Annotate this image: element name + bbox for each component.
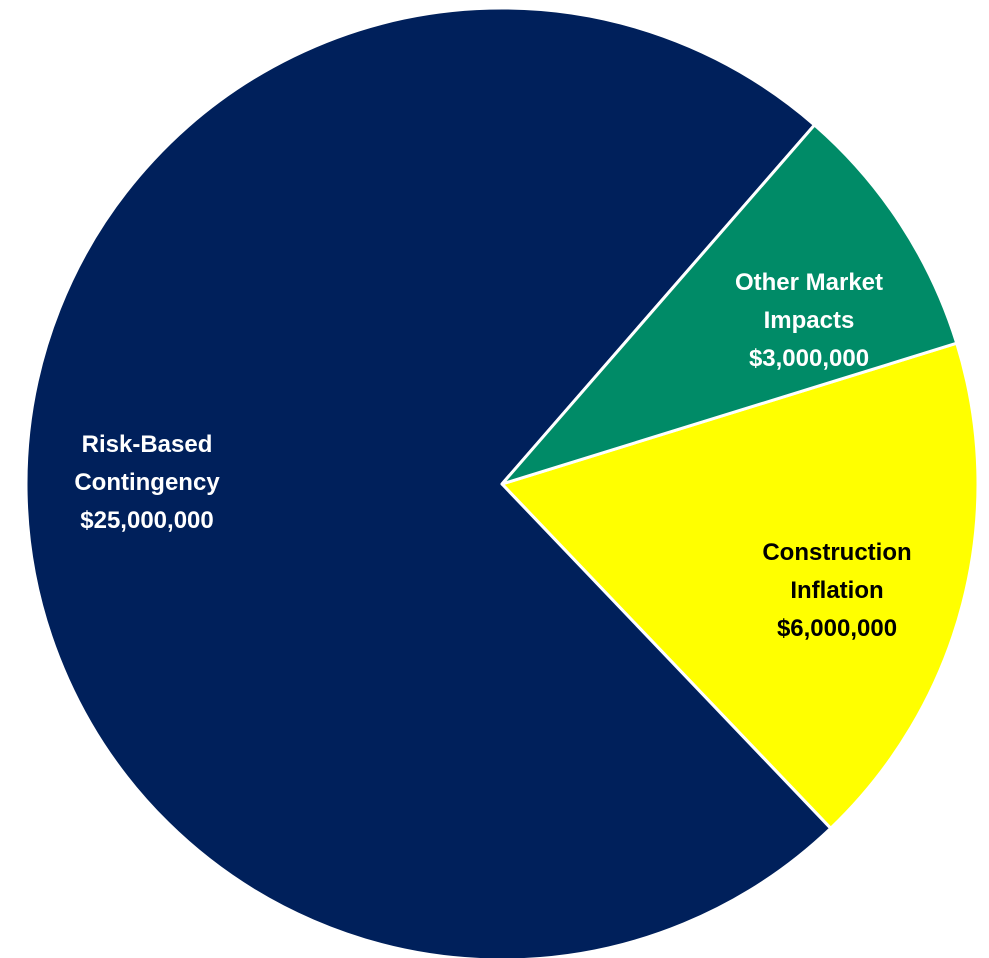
label-construction-inflation-line-2: Inflation xyxy=(790,577,883,604)
label-construction-inflation-line-3: $6,000,000 xyxy=(777,615,897,642)
slice-construction-inflation xyxy=(500,341,980,830)
label-other-market-impacts-line-3: $3,000,000 xyxy=(749,345,869,372)
label-other-market-impacts-line-1: Other Market xyxy=(735,269,883,296)
slice-other-market-impacts xyxy=(500,123,959,486)
pie-slices xyxy=(24,6,980,958)
label-construction-inflation: Construction Inflation $6,000,000 xyxy=(762,539,911,642)
slice-risk-based-contingency xyxy=(24,6,833,958)
label-construction-inflation-line-1: Construction xyxy=(762,539,911,566)
label-other-market-impacts: Other Market Impacts $3,000,000 xyxy=(735,269,883,372)
label-risk-based-contingency-line-2: Contingency xyxy=(74,469,220,496)
pie-labels: Risk-Based Contingency $25,000,000 Other Ma… xyxy=(74,269,911,642)
label-other-market-impacts-line-2: Impacts xyxy=(764,307,855,334)
label-risk-based-contingency-line-3: $25,000,000 xyxy=(80,507,213,534)
label-risk-based-contingency-line-1: Risk-Based xyxy=(82,431,213,458)
label-risk-based-contingency: Risk-Based Contingency $25,000,000 xyxy=(74,431,220,534)
